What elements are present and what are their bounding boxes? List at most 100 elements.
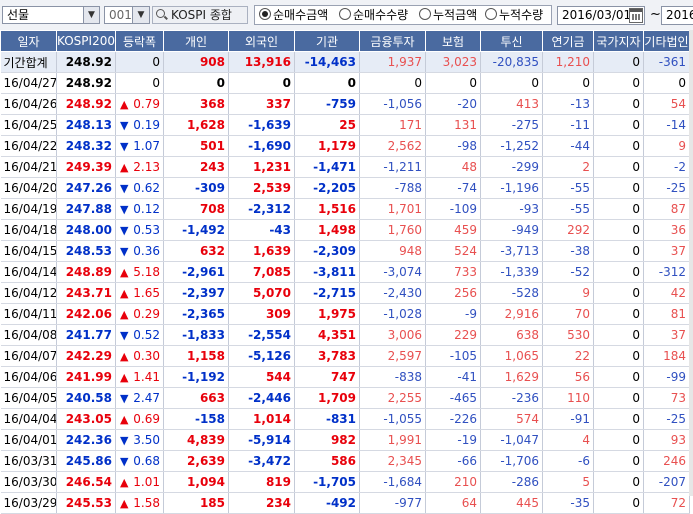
cell-value: 246 <box>663 454 686 468</box>
financial-investment-cell: -1,055 <box>359 408 426 430</box>
change-cell: ▲ 0.79 <box>115 93 164 115</box>
column-header[interactable]: 금융투자 <box>359 30 426 52</box>
individual-cell: -1,192 <box>163 366 229 388</box>
cell-value: -2,446 <box>248 391 291 405</box>
cell-value: 5.18 <box>133 265 160 279</box>
pension-fund-cell: 4 <box>542 429 594 451</box>
cell-value: 0 <box>632 223 640 237</box>
total-row[interactable]: 기간합계 248.92 0 908 13,916 -14,463 1,937 3,023 -20… <box>0 51 690 73</box>
column-header[interactable]: 일자 <box>0 30 57 52</box>
financial-investment-cell: 2,345 <box>359 450 426 472</box>
insurance-cell: 256 <box>425 282 481 304</box>
table-row[interactable]: 16/04/20 247.26 ▼ 0.62 -309 2,539 -2,205 -788 -7… <box>0 177 690 199</box>
institution-cell: -759 <box>294 93 360 115</box>
table-row[interactable]: 16/04/27 248.92 0 0 0 0 0 0 0 0 0 0 <box>0 72 690 94</box>
vertical-scrollbar[interactable] <box>689 30 693 496</box>
market-button[interactable]: KOSPI 종합 <box>152 6 248 24</box>
pension-fund-cell: -55 <box>542 198 594 220</box>
chevron-down-icon[interactable]: ▼ <box>132 7 149 23</box>
institution-cell: 4,351 <box>294 324 360 346</box>
table-row[interactable]: 16/04/11 242.06 ▲ 0.29 -2,365 309 1,975 -1,028 -… <box>0 303 690 325</box>
cell-value: 37 <box>670 244 686 258</box>
radio-cumulative-volume[interactable]: 누적수량 <box>485 7 543 24</box>
column-header[interactable]: 등락폭 <box>115 30 164 52</box>
cell-value: 0.53 <box>133 223 160 237</box>
table-row[interactable]: 16/03/30 246.54 ▲ 1.01 1,094 819 -1,705 -1,684 2… <box>0 471 690 493</box>
end-date-input[interactable]: 2016 <box>661 6 693 25</box>
pension-fund-cell: 292 <box>542 219 594 241</box>
column-header[interactable]: 보험 <box>425 30 481 52</box>
cell-value: 16/04/12 <box>3 286 57 300</box>
chevron-down-icon[interactable]: ▼ <box>83 7 99 23</box>
cell-value: -35 <box>570 496 590 510</box>
institution-cell: 982 <box>294 429 360 451</box>
down-triangle-icon: ▼ <box>120 203 129 216</box>
cell-value: -20,835 <box>492 55 539 69</box>
table-row[interactable]: 16/04/08 241.77 ▼ 0.52 -1,833 -2,554 4,351 3,00… <box>0 324 690 346</box>
institution-cell: 1,516 <box>294 198 360 220</box>
cell-value: 22 <box>574 349 590 363</box>
cell-value: 0 <box>632 370 640 384</box>
cell-value: 1,094 <box>187 475 225 489</box>
table-row[interactable]: 16/04/05 240.58 ▼ 2.47 663 -2,446 1,709 2,255 -4… <box>0 387 690 409</box>
column-header[interactable]: 외국인 <box>228 30 295 52</box>
table-row[interactable]: 16/04/25 248.13 ▼ 0.19 1,628 -1,639 25 171 131 -2… <box>0 114 690 136</box>
type-select[interactable]: 선물 ▼ <box>2 6 100 24</box>
cell-value: 248.92 <box>65 76 112 90</box>
cell-value: 0.52 <box>133 328 160 342</box>
up-triangle-icon: ▲ <box>120 161 129 174</box>
column-header[interactable]: 기타법인 <box>643 30 690 52</box>
cell-value: 248.00 <box>65 223 112 237</box>
table-row[interactable]: 16/04/07 242.29 ▲ 0.30 1,158 -5,126 3,783 2,597… <box>0 345 690 367</box>
table-row[interactable]: 16/04/21 249.39 ▲ 2.13 243 1,231 -1,471 -1,211 4… <box>0 156 690 178</box>
cell-value: 733 <box>454 265 477 279</box>
column-header[interactable]: 투신 <box>480 30 543 52</box>
column-header[interactable]: 연기금 <box>542 30 594 52</box>
column-header[interactable]: 개인 <box>163 30 229 52</box>
institution-cell: 1,975 <box>294 303 360 325</box>
table-row[interactable]: 16/04/12 243.71 ▲ 1.65 -2,397 5,070 -2,715 -2,4… <box>0 282 690 304</box>
table-row[interactable]: 16/04/14 248.89 ▲ 5.18 -2,961 7,085 -3,811 -3,0… <box>0 261 690 283</box>
foreigner-cell: -5,914 <box>228 429 295 451</box>
code-input[interactable]: 001 <box>104 6 134 24</box>
table-row[interactable]: 16/03/31 245.86 ▼ 0.68 2,639 -3,472 586 2,345 -6… <box>0 450 690 472</box>
column-header[interactable]: 국가지자 <box>593 30 644 52</box>
down-triangle-icon: ▼ <box>120 329 129 342</box>
calendar-icon[interactable] <box>629 8 643 23</box>
table-row[interactable]: 16/04/19 247.88 ▼ 0.12 708 -2,312 1,516 1,701 -1… <box>0 198 690 220</box>
cell-value: 249.39 <box>65 160 112 174</box>
start-date-value: 2016/03/01 <box>562 8 632 22</box>
column-header[interactable]: 기관 <box>294 30 360 52</box>
cell-value: 0 <box>632 160 640 174</box>
cell-value: 81 <box>670 307 686 321</box>
table-row[interactable]: 16/04/15 248.53 ▼ 0.36 632 1,639 -2,309 948 524 -… <box>0 240 690 262</box>
cell-value: 1,179 <box>318 139 356 153</box>
table-row[interactable]: 16/04/01 242.36 ▼ 3.50 4,839 -5,914 982 1,991 -1… <box>0 429 690 451</box>
cell-value: -3,074 <box>383 265 422 279</box>
start-date-input[interactable]: 2016/03/01 <box>557 6 645 25</box>
table-row[interactable]: 16/04/22 248.32 ▼ 1.07 501 -1,690 1,179 2,562 -9… <box>0 135 690 157</box>
cell-value: -2 <box>674 160 686 174</box>
cell-value: 1,628 <box>187 118 225 132</box>
cell-value: 48 <box>461 160 477 174</box>
code-dropdown[interactable]: ▼ <box>132 6 150 24</box>
cell-value: -2,554 <box>248 328 291 342</box>
cell-value: 16/04/27 <box>3 76 57 90</box>
cell-value: 982 <box>330 433 356 447</box>
table-row[interactable]: 16/04/18 248.00 ▼ 0.53 -1,492 -43 1,498 1,760 45… <box>0 219 690 241</box>
radio-net-buy-amount[interactable]: 순매수금액 <box>259 7 328 24</box>
change-cell: 0 <box>115 51 164 73</box>
column-header[interactable]: KOSPI200 <box>56 30 116 52</box>
kospi200-cell: 245.86 <box>56 450 116 472</box>
institution-cell: -2,309 <box>294 240 360 262</box>
table-row[interactable]: 16/04/26 248.92 ▲ 0.79 368 337 -759 -1,056 -20 41… <box>0 93 690 115</box>
table-row[interactable]: 16/04/06 241.99 ▲ 1.41 -1,192 544 747 -838 -41 1,… <box>0 366 690 388</box>
table-row[interactable]: 16/04/04 243.05 ▲ 0.69 -158 1,014 -831 -1,055 -2… <box>0 408 690 430</box>
radio-cumulative-amount[interactable]: 누적금액 <box>419 7 477 24</box>
radio-net-buy-volume[interactable]: 순매수수량 <box>339 7 408 24</box>
cell-value: -105 <box>449 349 477 363</box>
individual-cell: -1,492 <box>163 219 229 241</box>
date-cell: 16/03/30 <box>0 471 57 493</box>
cell-value: 0 <box>632 454 640 468</box>
institution-cell: 586 <box>294 450 360 472</box>
